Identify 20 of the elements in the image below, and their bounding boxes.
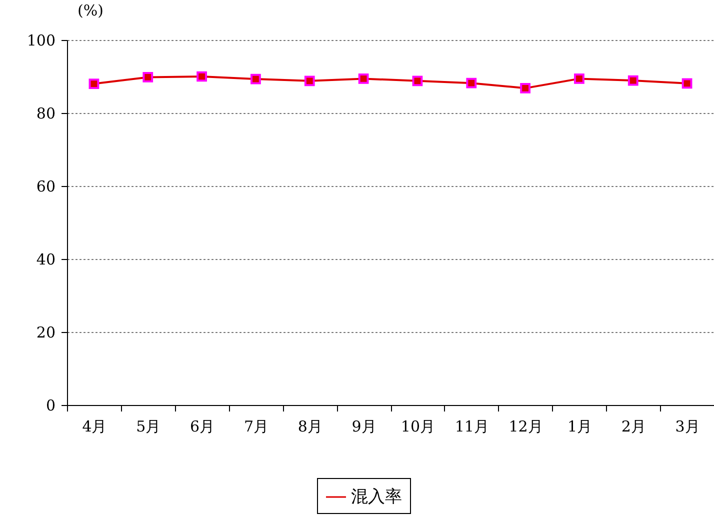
y-tick-label: 60 [36, 178, 56, 196]
x-tick-label: 5月 [136, 418, 161, 436]
x-tick-label: 6月 [190, 418, 215, 436]
x-tick-label: 8月 [298, 418, 322, 436]
y-tick-label: 20 [36, 324, 56, 342]
y-tick-label: 80 [36, 104, 56, 122]
y-tick-label: 40 [36, 250, 56, 268]
x-tick-label: 7月 [244, 418, 268, 436]
y-tick-label: 0 [46, 396, 56, 414]
x-tick-label: 12月 [508, 418, 543, 436]
x-tick-label: 4月 [82, 418, 107, 436]
y-tick-label: 100 [26, 32, 56, 50]
x-tick-label: 11月 [454, 418, 489, 436]
y-axis-title: (%) [78, 2, 104, 20]
x-tick-label: 9月 [352, 418, 376, 436]
x-tick-label: 10月 [400, 418, 436, 436]
legend-label: 混入率 [351, 487, 402, 507]
x-tick-label: 1月 [567, 418, 592, 436]
x-tick-label: 2月 [621, 418, 646, 436]
x-tick-label: 3月 [675, 418, 700, 436]
